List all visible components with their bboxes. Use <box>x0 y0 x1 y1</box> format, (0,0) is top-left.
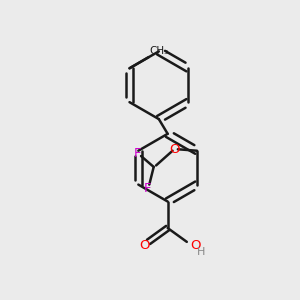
Text: CH₃: CH₃ <box>149 46 169 56</box>
Text: O: O <box>170 143 180 156</box>
Text: F: F <box>144 182 152 195</box>
Text: O: O <box>139 239 149 252</box>
Text: H: H <box>197 248 206 257</box>
Text: F: F <box>134 147 141 160</box>
Text: O: O <box>190 239 201 252</box>
